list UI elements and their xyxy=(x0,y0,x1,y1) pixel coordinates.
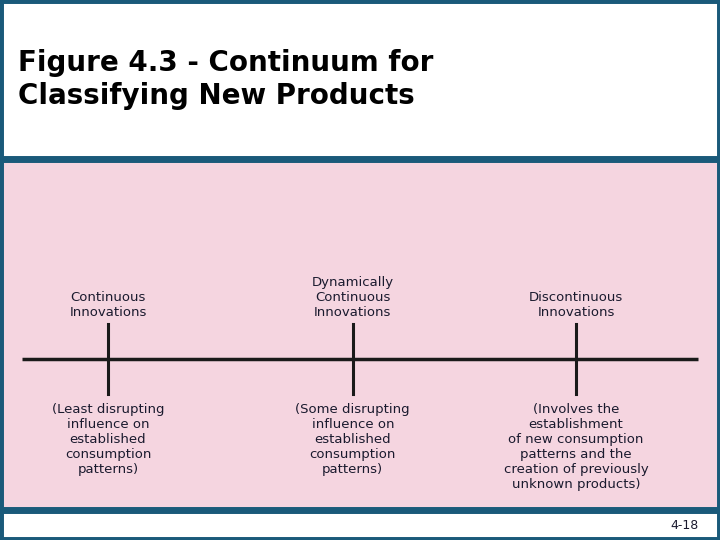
Text: Figure 4.3 - Continuum for
Classifying New Products: Figure 4.3 - Continuum for Classifying N… xyxy=(18,50,433,110)
Text: 4-18: 4-18 xyxy=(670,518,698,532)
Text: Dynamically
Continuous
Innovations: Dynamically Continuous Innovations xyxy=(312,276,394,319)
Text: (Involves the
establishment
of new consumption
patterns and the
creation of prev: (Involves the establishment of new consu… xyxy=(503,403,649,490)
Text: (Least disrupting
influence on
established
consumption
patterns): (Least disrupting influence on establish… xyxy=(52,403,164,476)
Text: (Some disrupting
influence on
established
consumption
patterns): (Some disrupting influence on establishe… xyxy=(295,403,410,476)
Bar xyxy=(0,510,720,540)
Bar xyxy=(0,0,720,159)
Text: Continuous
Innovations: Continuous Innovations xyxy=(69,291,147,319)
Bar xyxy=(0,159,720,510)
Text: Discontinuous
Innovations: Discontinuous Innovations xyxy=(529,291,623,319)
